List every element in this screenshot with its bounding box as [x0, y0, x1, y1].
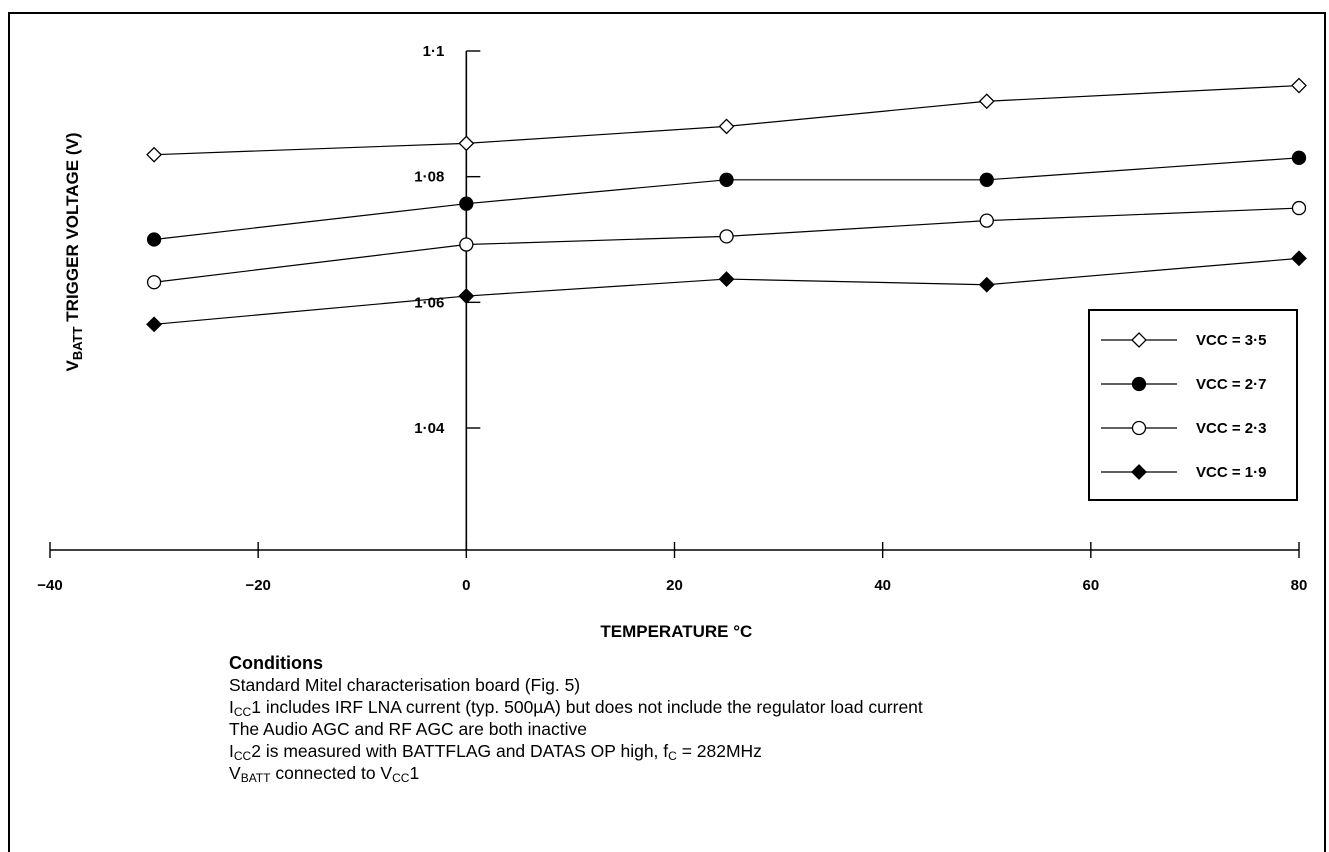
conditions-line-3: The Audio AGC and RF AGC are both inacti…: [229, 718, 923, 740]
data-point: [720, 272, 734, 286]
data-point: [720, 173, 733, 186]
x-tick-label: 80: [1291, 577, 1308, 594]
legend-marker: [1133, 422, 1146, 435]
x-tick-label: 60: [1082, 577, 1099, 594]
data-point: [1292, 251, 1306, 265]
series-1: [147, 79, 1306, 162]
conditions-line-4-end: = 282MHz: [677, 741, 762, 761]
x-tick-label: −40: [37, 577, 62, 594]
data-point: [720, 119, 734, 133]
x-tick-label: 40: [874, 577, 891, 594]
series-line: [154, 158, 1299, 240]
legend-label: VCC = 3·5: [1196, 332, 1266, 349]
y-axis-title: VBATT TRIGGER VOLTAGE (V): [63, 133, 85, 372]
data-point: [1293, 151, 1306, 164]
y-axis-title-sub: BATT: [70, 326, 85, 360]
legend: VCC = 3·5 VCC = 2·7 VCC = 2·3 VCC = 1·9: [1089, 310, 1297, 500]
vbatt-symbol: V: [229, 763, 241, 783]
data-point: [1293, 202, 1306, 215]
conditions-block: Conditions Standard Mitel characterisati…: [229, 652, 923, 784]
x-axis-title: TEMPERATURE °C: [600, 622, 752, 641]
conditions-line-2-text: 1 includes IRF LNA current (typ. 500µA) …: [251, 697, 923, 717]
y-tick-label: 1·1: [423, 43, 445, 60]
data-point: [980, 173, 993, 186]
conditions-line-5-text: connected to V: [270, 763, 392, 783]
x-tick-label: 0: [462, 577, 470, 594]
vcc-subscript: CC: [392, 771, 409, 785]
series-layer: [147, 79, 1306, 332]
conditions-line-2: ICC1 includes IRF LNA current (typ. 500µ…: [229, 696, 923, 718]
vbatt-subscript: BATT: [241, 771, 271, 785]
data-point: [148, 276, 161, 289]
data-point: [459, 136, 473, 150]
data-point: [460, 197, 473, 210]
y-axis-title-main: V: [63, 359, 82, 371]
data-point: [147, 148, 161, 162]
y-tick-label: 1·04: [414, 420, 445, 437]
legend-label: VCC = 2·3: [1196, 420, 1266, 437]
y-axis-title-rest: TRIGGER VOLTAGE (V): [63, 133, 82, 327]
conditions-heading: Conditions: [229, 652, 923, 674]
conditions-line-4-text: 2 is measured with BATTFLAG and DATAS OP…: [251, 741, 668, 761]
data-point: [460, 238, 473, 251]
conditions-line-5: VBATT connected to VCC1: [229, 762, 923, 784]
data-point: [148, 233, 161, 246]
conditions-line-5-end: 1: [409, 763, 419, 783]
icc2-subscript: CC: [234, 749, 251, 763]
y-tick-label: 1·06: [414, 294, 444, 311]
legend-label: VCC = 1·9: [1196, 464, 1266, 481]
data-point: [720, 230, 733, 243]
data-point: [1292, 79, 1306, 93]
data-point: [980, 94, 994, 108]
y-tick-label: 1·08: [414, 169, 444, 186]
x-tick-label: 20: [666, 577, 683, 594]
icc-subscript: CC: [234, 705, 251, 719]
data-point: [459, 289, 473, 303]
conditions-line-4: ICC2 is measured with BATTFLAG and DATAS…: [229, 740, 923, 762]
fc-subscript: C: [668, 749, 677, 763]
conditions-line-1: Standard Mitel characterisation board (F…: [229, 674, 923, 696]
data-point: [147, 317, 161, 331]
data-point: [980, 214, 993, 227]
legend-marker: [1133, 378, 1146, 391]
x-tick-label: −20: [245, 577, 270, 594]
legend-label: VCC = 2·7: [1196, 376, 1266, 393]
data-point: [980, 278, 994, 292]
